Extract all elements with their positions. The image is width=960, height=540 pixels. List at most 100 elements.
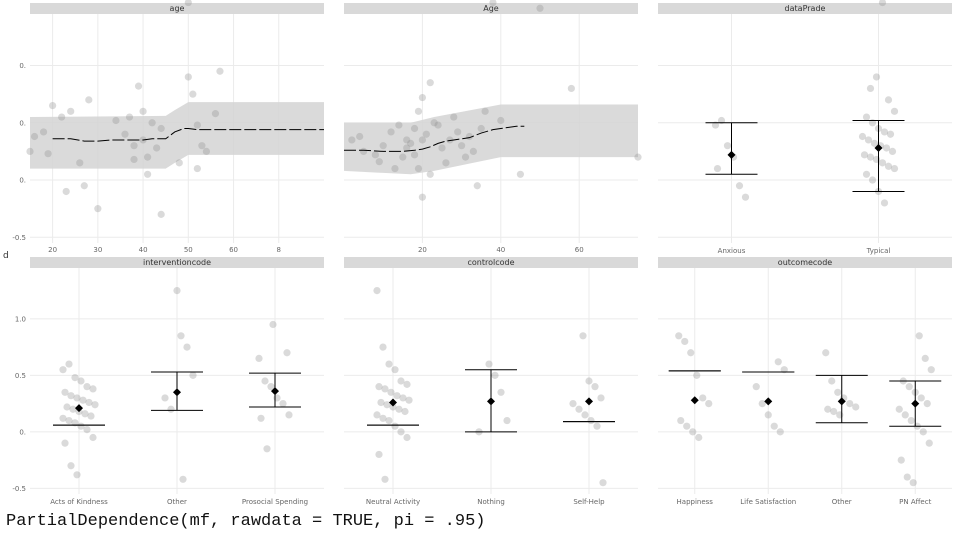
data-point	[373, 287, 381, 295]
data-point	[193, 121, 201, 129]
data-point	[94, 205, 102, 213]
data-point	[473, 182, 481, 190]
prediction-band	[30, 102, 324, 169]
data-point	[91, 401, 99, 409]
data-point	[63, 403, 71, 411]
data-point	[689, 428, 697, 436]
data-point	[599, 479, 607, 487]
data-point	[134, 82, 143, 90]
panel-strip	[658, 257, 952, 268]
data-point	[125, 113, 134, 121]
data-point	[44, 150, 52, 158]
data-point	[862, 113, 871, 121]
data-point	[503, 416, 511, 425]
data-point	[371, 151, 379, 159]
pd-line	[344, 125, 525, 152]
data-point	[397, 377, 405, 385]
data-point	[909, 479, 917, 487]
x-tick-label: 40	[496, 246, 505, 254]
data-point	[77, 377, 85, 385]
y-tick-label: 0.	[19, 428, 26, 436]
x-tick-label: Neutral Activity	[366, 498, 420, 506]
data-point	[403, 144, 411, 152]
data-point	[387, 128, 395, 136]
data-point	[446, 136, 454, 144]
data-point	[59, 414, 67, 422]
data-point	[80, 182, 88, 190]
data-point	[587, 416, 595, 425]
data-point	[393, 392, 401, 400]
data-point	[395, 405, 403, 413]
data-point	[852, 403, 860, 411]
data-point	[153, 144, 161, 152]
data-point	[383, 401, 391, 409]
data-point	[183, 343, 191, 351]
x-tick-label: Acts of Kindness	[50, 498, 108, 506]
data-point	[575, 405, 583, 413]
data-point	[391, 366, 399, 374]
data-point	[89, 433, 97, 442]
y-axis-title: d	[3, 251, 9, 261]
data-point	[695, 433, 703, 442]
data-point	[377, 398, 385, 407]
mean-marker	[271, 387, 279, 396]
data-point	[923, 400, 931, 408]
data-point	[880, 199, 889, 207]
data-point	[112, 116, 120, 125]
data-point	[73, 471, 81, 479]
data-point	[888, 147, 897, 155]
data-point	[173, 287, 181, 295]
data-point	[917, 394, 925, 402]
x-tick-label: Prosocial Spending	[242, 498, 308, 506]
data-point	[261, 377, 269, 385]
data-point	[764, 411, 772, 419]
data-point	[348, 136, 356, 144]
data-point	[884, 162, 893, 170]
mean-marker	[874, 143, 883, 152]
data-point	[389, 403, 397, 411]
data-point	[458, 142, 466, 150]
data-point	[385, 416, 393, 425]
data-point	[67, 107, 75, 115]
panel-strip-label: controlcode	[467, 258, 514, 267]
data-point	[399, 153, 407, 161]
data-point	[866, 153, 875, 161]
data-point	[824, 405, 832, 413]
data-point	[387, 388, 395, 396]
x-tick-label: 8	[277, 246, 281, 254]
data-point	[927, 366, 935, 374]
data-point	[399, 394, 407, 402]
panel-strip-label: dataPrade	[785, 4, 826, 13]
panel-strip	[30, 257, 324, 268]
data-point	[418, 193, 426, 201]
data-point	[58, 113, 66, 121]
data-point	[822, 349, 830, 357]
data-point	[516, 170, 525, 178]
data-point	[735, 182, 744, 190]
data-point	[130, 142, 138, 150]
data-point	[144, 153, 152, 161]
data-point	[385, 360, 393, 368]
data-point	[438, 144, 446, 152]
data-point	[179, 475, 187, 483]
y-tick-label: -0.5	[12, 234, 26, 242]
data-point	[397, 428, 405, 436]
data-point	[167, 405, 175, 413]
data-point	[89, 385, 97, 393]
x-tick-label: 20	[418, 246, 427, 254]
data-point	[211, 110, 220, 118]
data-point	[776, 428, 784, 436]
pd-line	[52, 128, 324, 142]
data-point	[257, 414, 265, 422]
code-line: PartialDependence(mf, rawdata = TRUE, pi…	[6, 512, 486, 531]
data-point	[356, 132, 364, 141]
data-point	[39, 128, 48, 136]
data-point	[890, 107, 899, 115]
data-point	[379, 414, 387, 422]
data-point	[139, 107, 147, 115]
data-point	[758, 400, 766, 408]
x-tick-label: 20	[48, 246, 57, 254]
data-point	[175, 159, 183, 167]
data-point	[834, 388, 842, 396]
data-point	[157, 210, 165, 218]
